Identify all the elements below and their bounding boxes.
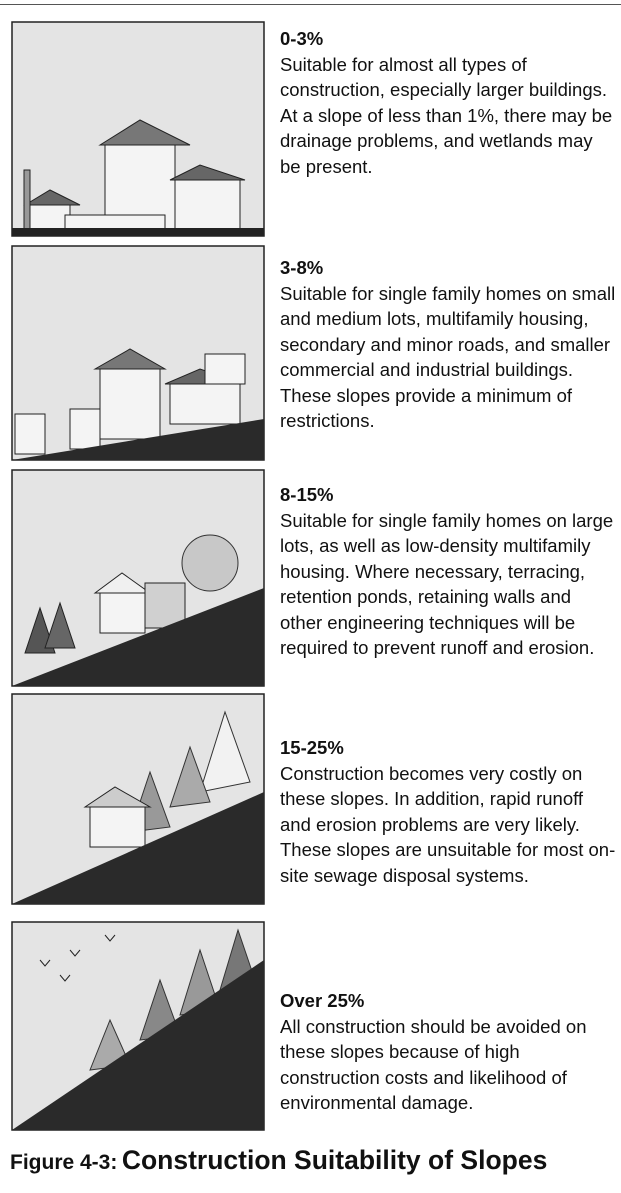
page: 0-3% Suitable for almost all types of co… — [0, 0, 621, 1193]
top-rule — [0, 4, 621, 5]
panel-heading: 15-25% — [280, 735, 618, 761]
panel-text: 15-25% Construction becomes very costly … — [280, 735, 618, 888]
panel-text: Over 25% All construction should be avoi… — [280, 988, 618, 1116]
illustration-gentle — [10, 244, 266, 464]
panel-heading: Over 25% — [280, 988, 618, 1014]
panel-text: 8-15% Suitable for single family homes o… — [280, 482, 618, 661]
illustration-moderate — [10, 468, 266, 690]
illustration-flat — [10, 20, 266, 240]
panel-description: Construction becomes very costly on thes… — [280, 761, 618, 889]
panel-heading: 3-8% — [280, 255, 618, 281]
caption-title: Construction Suitability of Slopes — [122, 1145, 548, 1175]
panel-heading: 0-3% — [280, 26, 618, 52]
panel-heading: 8-15% — [280, 482, 618, 508]
panel-description: Suitable for single family homes on smal… — [280, 281, 618, 434]
panel-description: All construction should be avoided on th… — [280, 1014, 618, 1116]
panel-description: Suitable for almost all types of constru… — [280, 52, 618, 180]
panel-text: 0-3% Suitable for almost all types of co… — [280, 26, 618, 179]
figure-caption: Figure 4-3: Construction Suitability of … — [10, 1145, 621, 1176]
panel-description: Suitable for single family homes on larg… — [280, 508, 618, 661]
illustration-very-steep — [10, 920, 266, 1134]
panel-text: 3-8% Suitable for single family homes on… — [280, 255, 618, 434]
illustration-steep — [10, 692, 266, 908]
caption-label: Figure 4-3: — [10, 1151, 117, 1174]
